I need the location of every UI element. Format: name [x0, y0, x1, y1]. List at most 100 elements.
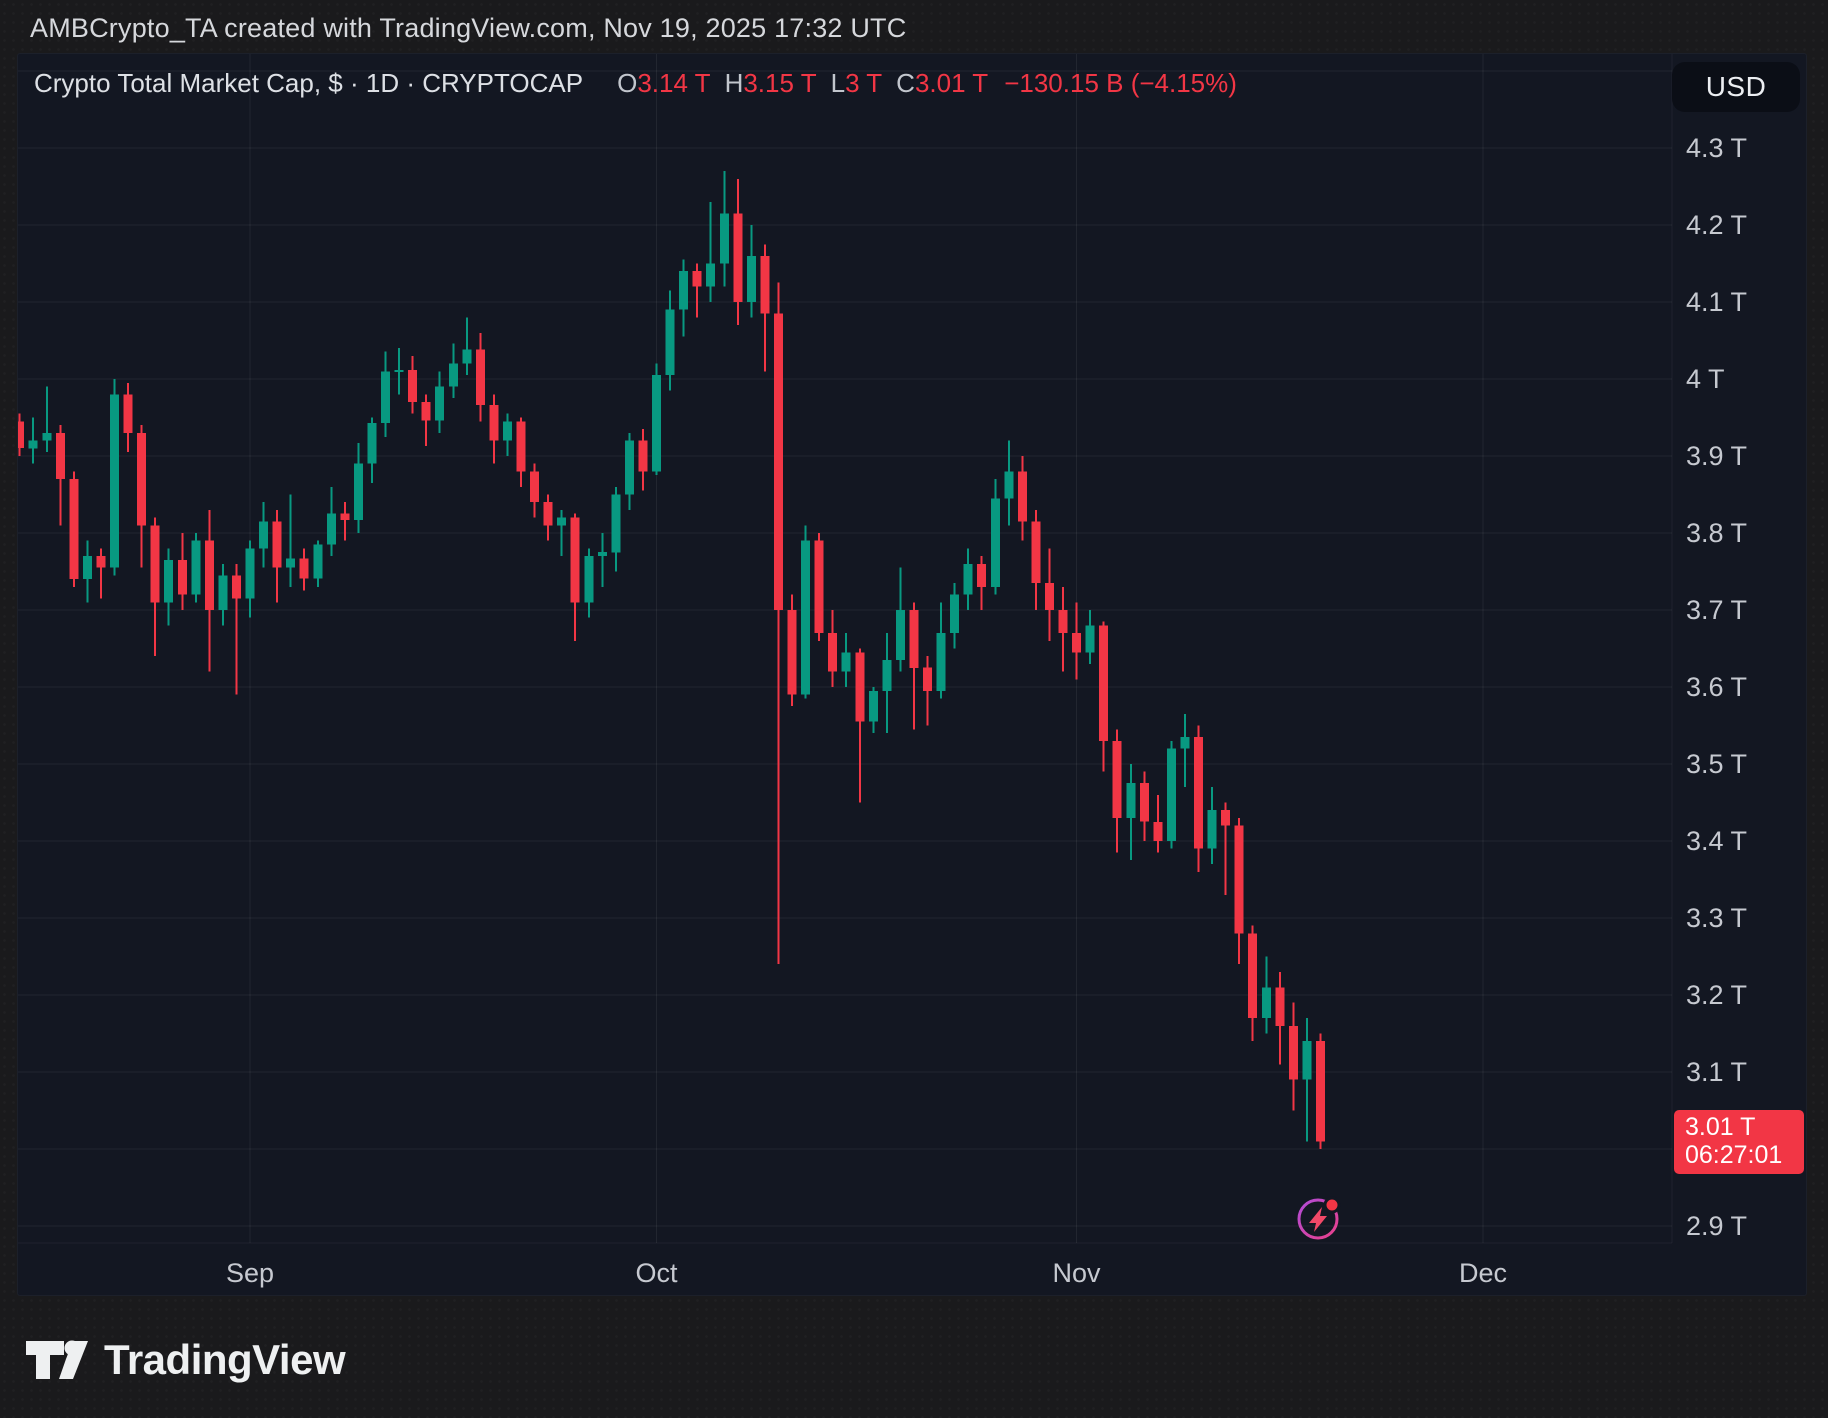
- candle-body-nov-19: [1316, 1041, 1325, 1142]
- candle-body-sep-19: [489, 405, 499, 441]
- candle-body-aug-27: [177, 559, 187, 595]
- symbol-title[interactable]: Crypto Total Market Cap, $ · 1D · CRYPTO…: [34, 68, 584, 98]
- candle-body-oct-6: [719, 213, 729, 264]
- candle-body-nov-14: [1248, 933, 1258, 1019]
- lightning-marker-icon[interactable]: [1294, 1195, 1342, 1243]
- candle-body-oct-10: [774, 313, 783, 610]
- candle-body-sep-22: [530, 471, 539, 503]
- candle-body-sep-29: [624, 440, 634, 495]
- open-value: 3.14 T: [637, 68, 711, 98]
- chart-panel: Crypto Total Market Cap, $ · 1D · CRYPTO…: [17, 53, 1807, 1296]
- price-tick-4.3: 4.3 T: [1686, 133, 1748, 163]
- price-tick-2.9: 2.9 T: [1686, 1211, 1748, 1241]
- candle-body-aug-16: [28, 440, 38, 449]
- price-tick-3.8: 3.8 T: [1686, 518, 1748, 548]
- candle-body-aug-29: [204, 540, 214, 610]
- attribution-title: AMBCrypto_TA created with TradingView.co…: [30, 13, 906, 44]
- candlestick-chart-canvas[interactable]: [18, 54, 1807, 1296]
- candle-body-aug-17: [42, 432, 52, 441]
- candle-body-sep-1: [245, 548, 255, 599]
- candle-body-oct-26: [990, 498, 1000, 587]
- candle-body-oct-12: [801, 540, 811, 695]
- candle-body-oct-17: [868, 690, 878, 722]
- candle-body-oct-20: [909, 610, 919, 668]
- candle-body-oct-28: [1017, 471, 1027, 522]
- candle-body-oct-1: [652, 375, 661, 472]
- candle-body-nov-10: [1194, 737, 1203, 849]
- high-label: H: [724, 68, 744, 98]
- price-tick-3.5: 3.5 T: [1686, 749, 1748, 779]
- candle-body-sep-27: [597, 552, 607, 556]
- candle-body-oct-4: [692, 271, 702, 287]
- candle-body-sep-7: [326, 513, 336, 545]
- close-value: 3.01 T: [914, 68, 989, 98]
- candle-body-sep-3: [272, 521, 282, 568]
- candle-body-aug-26: [164, 559, 174, 603]
- candle-body-sep-13: [408, 369, 418, 403]
- last-price-value: 3.01 T: [1685, 1113, 1756, 1142]
- candle-body-nov-16: [1275, 987, 1285, 1026]
- candle-body-aug-30: [218, 575, 228, 610]
- candle-body-oct-11: [787, 610, 797, 695]
- candle-body-aug-24: [137, 432, 147, 526]
- candle-body-oct-18: [882, 660, 892, 691]
- candle-body-sep-17: [462, 349, 472, 364]
- candle-body-sep-18: [475, 349, 485, 406]
- candle-body-aug-22: [110, 394, 119, 568]
- attribution-text: AMBCrypto_TA created with TradingView.co…: [30, 13, 907, 43]
- candle-body-oct-22: [936, 633, 946, 691]
- candle-body-oct-5: [706, 263, 716, 287]
- candle-body-nov-13: [1234, 825, 1244, 934]
- tradingview-logo-text: TradingView: [104, 1336, 346, 1383]
- candle-body-sep-4: [286, 558, 296, 568]
- price-tick-4.1: 4.1 T: [1686, 287, 1748, 317]
- candle-body-nov-8: [1166, 748, 1176, 841]
- candle-body-sep-23: [543, 502, 553, 526]
- price-tick-3.6: 3.6 T: [1686, 672, 1748, 702]
- candle-body-nov-2: [1085, 625, 1095, 653]
- low-label: L: [830, 68, 846, 98]
- price-tick-3.1: 3.1 T: [1686, 1057, 1748, 1087]
- candle-body-sep-30: [638, 440, 648, 472]
- candle-body-sep-11: [381, 371, 390, 423]
- candle-body-nov-3: [1099, 625, 1109, 741]
- candle-body-oct-23: [950, 594, 960, 634]
- candle-body-sep-25: [570, 517, 580, 603]
- candle-body-oct-19: [895, 610, 905, 661]
- legend-row: Crypto Total Market Cap, $ · 1D · CRYPTO…: [34, 66, 1237, 100]
- close-label: C: [896, 68, 915, 98]
- candle-body-oct-13: [814, 540, 824, 634]
- open-label: O: [617, 68, 638, 98]
- candle-body-aug-28: [191, 540, 201, 595]
- candle-body-oct-3: [679, 271, 689, 310]
- candle-body-sep-9: [353, 463, 363, 520]
- candle-body-aug-18: [55, 432, 65, 480]
- candle-body-oct-25: [977, 563, 987, 587]
- ohlc-values: O3.14 T H3.15 T L3 T C3.01 T: [603, 68, 988, 98]
- bar-countdown: 06:27:01: [1685, 1141, 1783, 1170]
- candle-body-nov-6: [1139, 783, 1149, 822]
- candle-body-oct-8: [746, 255, 756, 302]
- high-value: 3.15 T: [743, 68, 817, 98]
- candle-body-nov-5: [1126, 783, 1136, 818]
- candle-body-oct-27: [1004, 471, 1014, 499]
- candle-body-sep-10: [367, 422, 377, 464]
- candle-body-nov-1: [1072, 633, 1082, 653]
- candle-body-sep-20: [502, 421, 512, 441]
- candle-body-nov-7: [1153, 821, 1163, 841]
- candle-body-sep-12: [394, 369, 404, 372]
- price-tick-3.3: 3.3 T: [1686, 903, 1748, 933]
- candle-body-aug-25: [150, 525, 160, 603]
- low-value: 3 T: [845, 68, 883, 98]
- candle-body-sep-14: [421, 402, 431, 421]
- price-tick-4: 4 T: [1686, 364, 1725, 394]
- candle-body-sep-21: [516, 421, 526, 472]
- candle-body-nov-18: [1302, 1041, 1312, 1080]
- currency-toggle-button[interactable]: USD: [1672, 62, 1800, 112]
- candle-body-aug-21: [96, 556, 106, 568]
- candle-body-oct-15: [841, 652, 851, 672]
- candle-body-nov-9: [1180, 737, 1190, 749]
- candle-body-aug-31: [231, 575, 241, 599]
- candle-body-sep-5: [299, 558, 309, 579]
